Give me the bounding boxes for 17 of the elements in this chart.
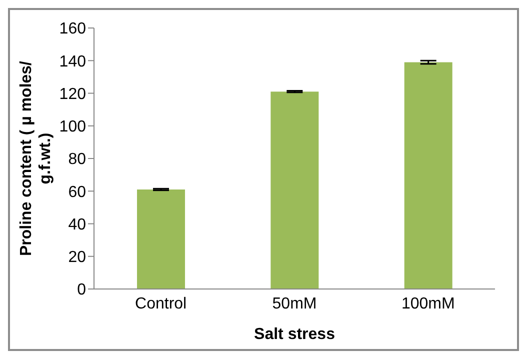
y-tick-label: 140 — [59, 53, 86, 70]
y-tick-label: 160 — [59, 20, 86, 38]
x-tick-label: 50mM — [272, 295, 317, 312]
y-tick-label: 100 — [59, 118, 86, 136]
bar — [270, 92, 319, 289]
x-tick-label: Control — [135, 295, 187, 312]
x-tick-label: 100mM — [401, 295, 455, 312]
y-tick-label: 0 — [77, 282, 86, 299]
y-tick-label: 120 — [59, 86, 86, 103]
y-tick-label: 20 — [68, 249, 86, 266]
bar — [404, 62, 452, 289]
y-tick-label: 80 — [68, 151, 86, 168]
bar — [137, 189, 185, 289]
y-tick-label: 60 — [68, 184, 86, 201]
x-axis-title: Salt stress — [254, 326, 336, 343]
y-tick-label: 40 — [68, 216, 86, 234]
y-axis-title: Proline content ( µ moles/ g.f.wt.) — [18, 60, 54, 256]
